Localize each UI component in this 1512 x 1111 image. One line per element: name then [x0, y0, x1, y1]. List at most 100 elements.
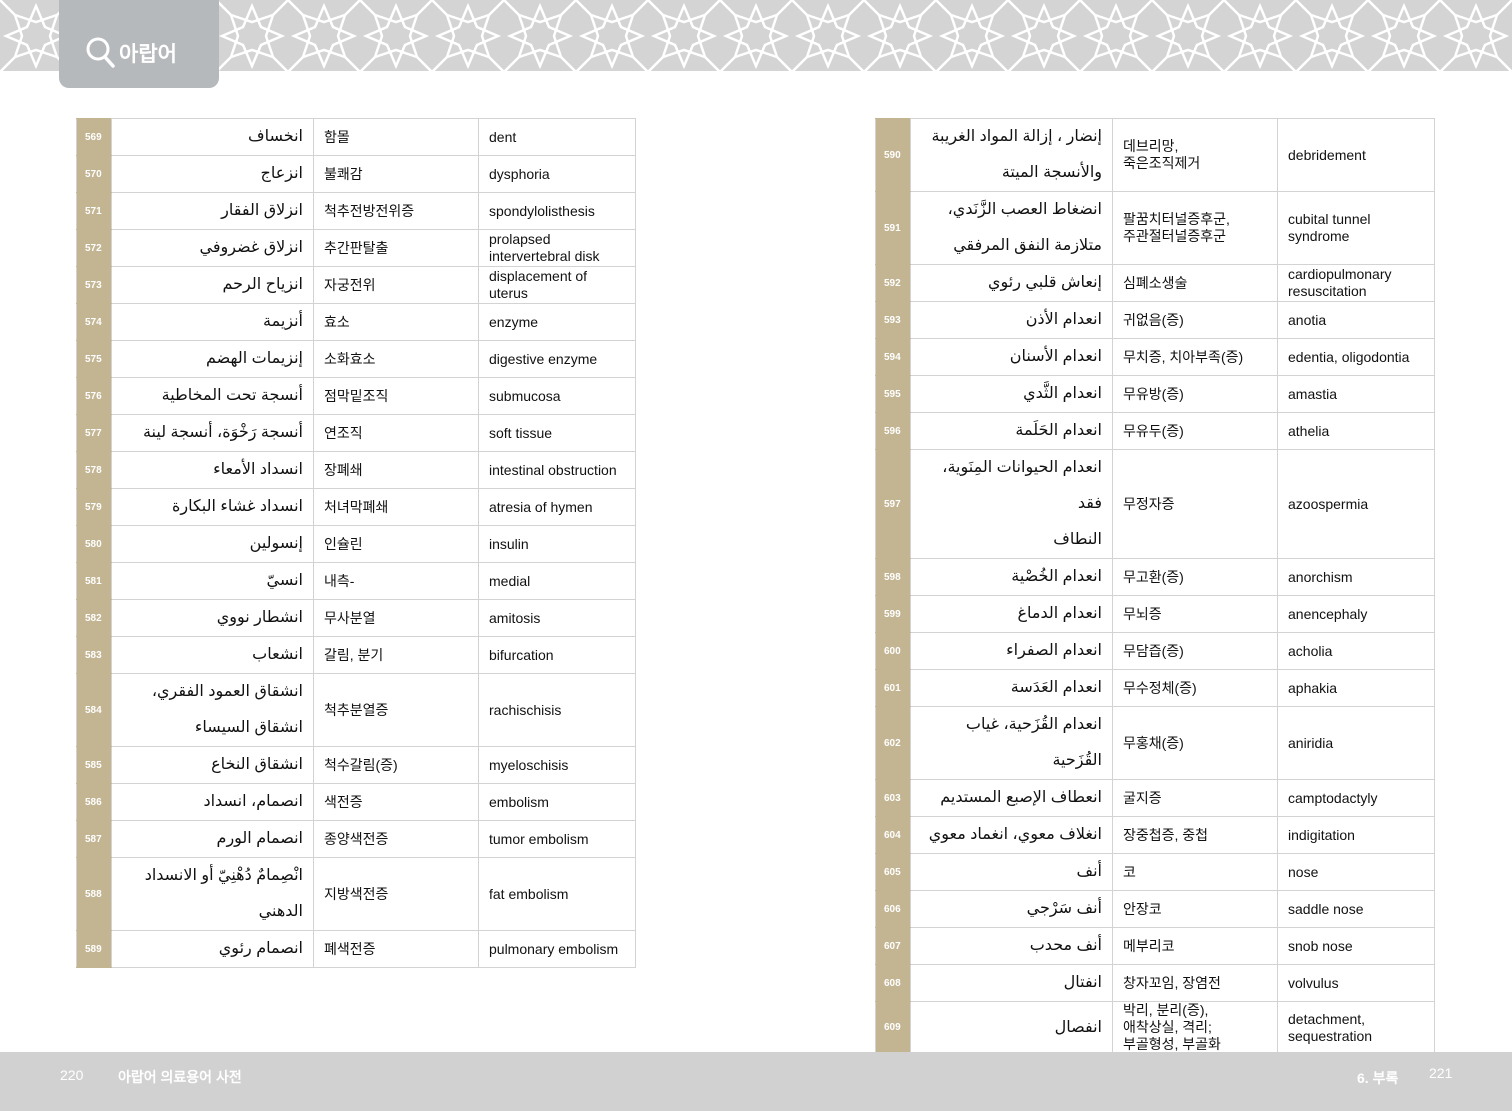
korean-term: 척추분열증 — [313, 673, 479, 747]
korean-term: 장중첩증, 중첩 — [1112, 816, 1278, 854]
entry-number: 599 — [875, 595, 911, 633]
english-term: soft tissue — [478, 414, 636, 452]
table-row: 570 انزعاج 불쾌감 dysphoria — [76, 155, 636, 193]
english-term: azoospermia — [1277, 449, 1435, 559]
korean-term: 척수갈림(증) — [313, 746, 479, 784]
korean-term: 코 — [1112, 853, 1278, 891]
entry-number: 583 — [76, 636, 112, 674]
entry-number: 594 — [875, 338, 911, 376]
english-term: insulin — [478, 525, 636, 563]
korean-term: 데브리망, 죽은조직제거 — [1112, 118, 1278, 192]
korean-term: 무정자증 — [1112, 449, 1278, 559]
english-term: cardiopulmonary resuscitation — [1277, 264, 1435, 302]
left-term-table: 569 انخساف 함몰 dent 570 انزعاج 불쾌감 dysphoria 571 ا… — [76, 118, 636, 968]
header-pattern — [0, 0, 1512, 71]
table-row: 573 انزياح الرحم 자궁전위 displacement of uteru… — [76, 266, 636, 304]
entry-number: 590 — [875, 118, 911, 192]
entry-number: 604 — [875, 816, 911, 854]
english-term: edentia, oligodontia — [1277, 338, 1435, 376]
english-term: indigitation — [1277, 816, 1435, 854]
table-row: 606 أنف سَرْجي 안장코 saddle nose — [875, 890, 1435, 928]
arabic-term: انزلاق غضروفي — [111, 229, 314, 267]
arabic-term: إنزيمات الهضم — [111, 340, 314, 378]
table-row: 602 انعدام القُزَحية، غياب القُزَحية 무홍채(증… — [875, 706, 1435, 780]
entry-number: 591 — [875, 191, 911, 265]
table-row: 593 انعدام الأذن 귀없음(증) anotia — [875, 301, 1435, 339]
table-row: 588 انْصِمامٌ دُهْنِيّ أو الانسداد الدهني… — [76, 857, 636, 931]
table-row: 595 انعدام الثَّدي 무유방(증) amastia — [875, 375, 1435, 413]
table-row: 598 انعدام الخُصْية 무고환(증) anorchism — [875, 558, 1435, 596]
right-running-title: 6. 부록 — [1357, 1070, 1399, 1086]
english-term: acholia — [1277, 632, 1435, 670]
korean-term: 장폐쇄 — [313, 451, 479, 489]
entry-number: 581 — [76, 562, 112, 600]
entry-number: 595 — [875, 375, 911, 413]
korean-term: 처녀막폐쇄 — [313, 488, 479, 526]
english-term: volvulus — [1277, 964, 1435, 1002]
entry-number: 574 — [76, 303, 112, 341]
arabic-term: انعدام الخُصْية — [910, 558, 1113, 596]
entry-number: 600 — [875, 632, 911, 670]
table-row: 592 إنعاش قلبي رئوي 심폐소생술 cardiopulmonary r… — [875, 264, 1435, 302]
table-row: 608 انفتال 창자꼬임, 장염전 volvulus — [875, 964, 1435, 1002]
entry-number: 598 — [875, 558, 911, 596]
english-term: amitosis — [478, 599, 636, 637]
arabic-term: انزعاج — [111, 155, 314, 193]
entry-number: 580 — [76, 525, 112, 563]
english-term: bifurcation — [478, 636, 636, 674]
entry-number: 577 — [76, 414, 112, 452]
table-row: 574 أنزيمة 효소 enzyme — [76, 303, 636, 341]
table-row: 575 إنزيمات الهضم 소화효소 digestive enzyme — [76, 340, 636, 378]
table-row: 586 انصمام، انسداد 색전증 embolism — [76, 783, 636, 821]
arabic-term: انعطاف الإصبع المستديم — [910, 779, 1113, 817]
arabic-term: انضغاط العصب الزَّنَدي، متلازمة النفق ال… — [910, 191, 1113, 265]
korean-term: 불쾌감 — [313, 155, 479, 193]
english-term: amastia — [1277, 375, 1435, 413]
geometric-pattern — [0, 0, 1512, 71]
table-row: 589 انصمام رئوي 폐색전증 pulmonary embolism — [76, 930, 636, 968]
entry-number: 571 — [76, 192, 112, 230]
arabic-term: أنف — [910, 853, 1113, 891]
korean-term: 팔꿈치터널증후군, 주관절터널증후군 — [1112, 191, 1278, 265]
left-running-title: 아랍어 의료용어 사전 — [118, 1069, 242, 1085]
arabic-term: انصمام، انسداد — [111, 783, 314, 821]
table-row: 577 أنسجة رَخْوَة، أنسجة لينة 연조직 soft tiss… — [76, 414, 636, 452]
english-term: dent — [478, 118, 636, 156]
right-page-number: 221 — [1429, 1065, 1453, 1081]
korean-term: 함몰 — [313, 118, 479, 156]
english-term: rachischisis — [478, 673, 636, 747]
search-icon — [86, 37, 115, 68]
korean-term: 색전증 — [313, 783, 479, 821]
table-row: 569 انخساف 함몰 dent — [76, 118, 636, 156]
english-term: anotia — [1277, 301, 1435, 339]
table-row: 594 انعدام الأسنان 무치증, 치아부족(증) edentia, ol… — [875, 338, 1435, 376]
arabic-term: انخساف — [111, 118, 314, 156]
arabic-term: أنف محدب — [910, 927, 1113, 965]
korean-term: 심폐소생술 — [1112, 264, 1278, 302]
english-term: nose — [1277, 853, 1435, 891]
arabic-term: أنزيمة — [111, 303, 314, 341]
english-term: fat embolism — [478, 857, 636, 931]
arabic-term: انعدام الأسنان — [910, 338, 1113, 376]
entry-number: 578 — [76, 451, 112, 489]
table-row: 584 انشقاق العمود الفقري، انشقاق السيساء 척… — [76, 673, 636, 747]
entry-number: 589 — [76, 930, 112, 968]
entry-number: 608 — [875, 964, 911, 1002]
entry-number: 575 — [76, 340, 112, 378]
arabic-term: أنف سَرْجي — [910, 890, 1113, 928]
language-tab: 아랍어 — [59, 0, 219, 88]
arabic-term: انعدام الأذن — [910, 301, 1113, 339]
english-term: submucosa — [478, 377, 636, 415]
entry-number: 601 — [875, 669, 911, 707]
english-term: spondylolisthesis — [478, 192, 636, 230]
left-page-number: 220 — [60, 1067, 84, 1083]
table-row: 591 انضغاط العصب الزَّنَدي، متلازمة النفق… — [875, 191, 1435, 265]
table-row: 590 إنضار ، إزالة المواد الغريبة والأنسجة… — [875, 118, 1435, 192]
table-row: 571 انزلاق الفقار 척추전방전위증 spondylolisthesis — [76, 192, 636, 230]
arabic-term: انعدام الدماغ — [910, 595, 1113, 633]
korean-term: 점막밑조직 — [313, 377, 479, 415]
arabic-term: انشطار نووي — [111, 599, 314, 637]
english-term: pulmonary embolism — [478, 930, 636, 968]
english-term: cubital tunnel syndrome — [1277, 191, 1435, 265]
entry-number: 607 — [875, 927, 911, 965]
